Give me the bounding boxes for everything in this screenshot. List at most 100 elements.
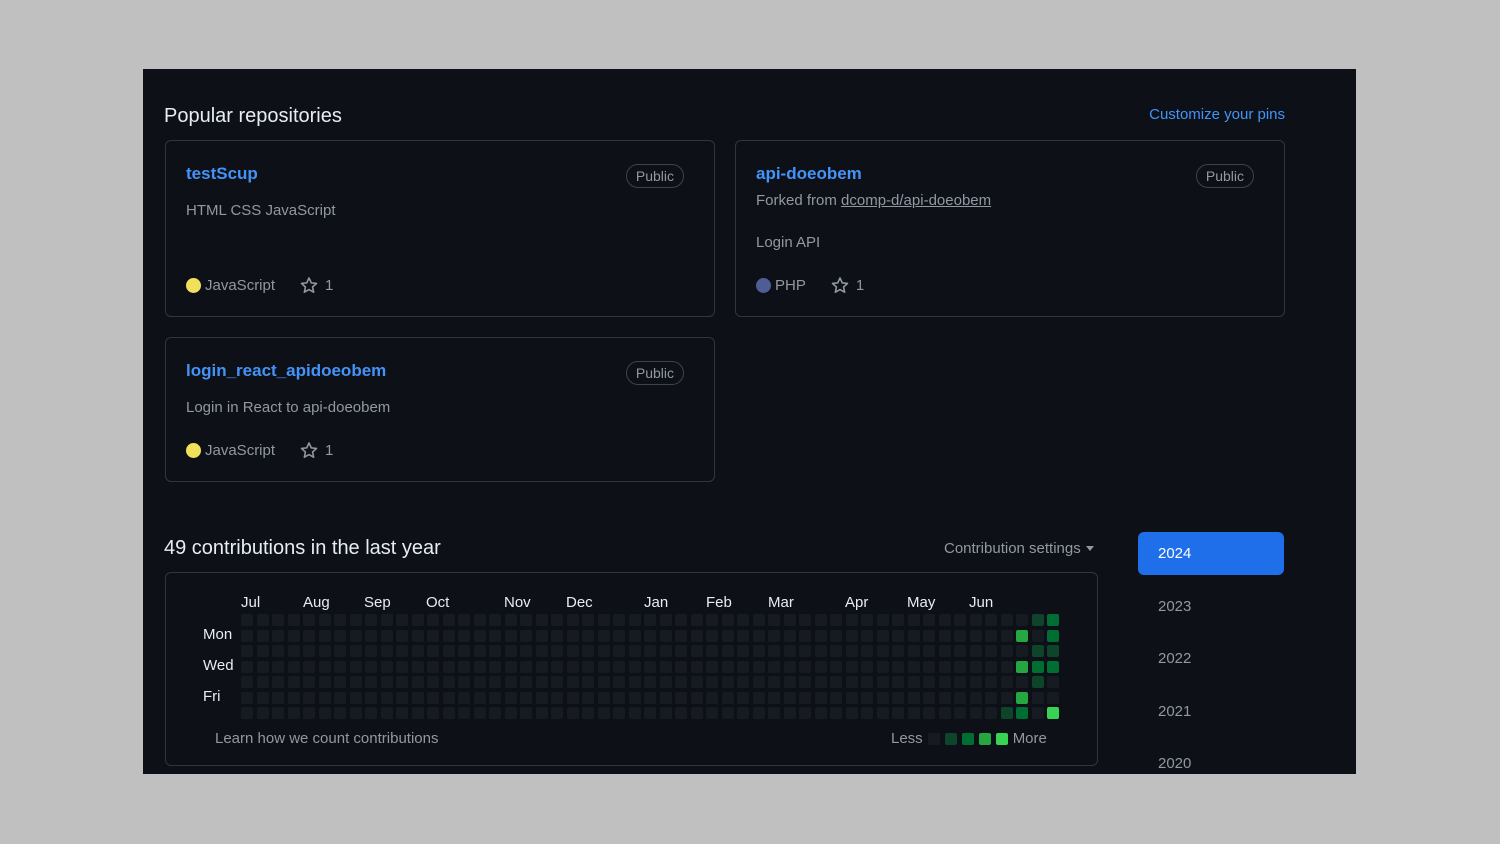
contribution-day[interactable] <box>830 660 842 673</box>
contribution-day[interactable] <box>272 676 284 688</box>
contribution-day[interactable] <box>644 691 656 704</box>
contribution-day[interactable] <box>675 614 687 626</box>
contribution-day[interactable] <box>582 645 594 657</box>
contribution-day[interactable] <box>845 645 858 657</box>
contribution-day[interactable] <box>644 614 656 626</box>
contribution-day[interactable] <box>752 645 765 657</box>
contribution-day[interactable] <box>380 645 393 657</box>
contribution-day[interactable] <box>659 707 672 719</box>
customize-pins-link[interactable]: Customize your pins <box>1149 106 1285 123</box>
contribution-day[interactable] <box>1016 614 1028 626</box>
contribution-day[interactable] <box>845 660 858 673</box>
contribution-day[interactable] <box>303 691 315 704</box>
contribution-day[interactable] <box>954 676 966 688</box>
contribution-day[interactable] <box>504 614 517 626</box>
contribution-day[interactable] <box>768 707 780 719</box>
contribution-day[interactable] <box>504 660 517 673</box>
contribution-day[interactable] <box>535 676 548 688</box>
contribution-day[interactable] <box>659 676 672 688</box>
contribution-day[interactable] <box>1000 691 1013 704</box>
contribution-day[interactable] <box>799 660 811 673</box>
contribution-day[interactable] <box>907 691 920 704</box>
contribution-day[interactable] <box>938 614 951 626</box>
contribution-day[interactable] <box>349 645 362 657</box>
contribution-day[interactable] <box>442 660 455 673</box>
contribution-day[interactable] <box>287 645 300 657</box>
contribution-day[interactable] <box>628 629 641 642</box>
contribution-day[interactable] <box>256 645 269 657</box>
contribution-day[interactable] <box>644 707 656 719</box>
contribution-day[interactable] <box>365 629 377 642</box>
contribution-day[interactable] <box>535 660 548 673</box>
contribution-day[interactable] <box>334 691 346 704</box>
learn-contributions-link[interactable]: Learn how we count contributions <box>215 730 439 747</box>
contribution-day[interactable] <box>287 614 300 626</box>
contribution-day[interactable] <box>489 629 501 642</box>
contribution-day[interactable] <box>628 691 641 704</box>
contribution-day[interactable] <box>1047 614 1059 626</box>
contribution-day[interactable] <box>752 660 765 673</box>
contribution-day[interactable] <box>551 645 563 657</box>
contribution-day[interactable] <box>582 707 594 719</box>
contribution-day[interactable] <box>954 645 966 657</box>
contribution-day[interactable] <box>551 660 563 673</box>
contribution-day[interactable] <box>597 645 610 657</box>
contribution-day[interactable] <box>969 660 982 673</box>
contribution-day[interactable] <box>318 629 331 642</box>
contribution-day[interactable] <box>892 691 904 704</box>
contribution-day[interactable] <box>489 660 501 673</box>
contribution-day[interactable] <box>597 660 610 673</box>
contribution-day[interactable] <box>907 629 920 642</box>
contribution-day[interactable] <box>1047 660 1059 673</box>
contribution-day[interactable] <box>272 645 284 657</box>
contribution-day[interactable] <box>597 707 610 719</box>
contribution-day[interactable] <box>427 660 439 673</box>
contribution-day[interactable] <box>535 645 548 657</box>
contribution-day[interactable] <box>489 614 501 626</box>
contribution-day[interactable] <box>814 614 827 626</box>
contribution-day[interactable] <box>938 707 951 719</box>
contribution-day[interactable] <box>706 660 718 673</box>
contribution-day[interactable] <box>1000 645 1013 657</box>
contribution-day[interactable] <box>985 691 997 704</box>
contribution-day[interactable] <box>551 676 563 688</box>
contribution-day[interactable] <box>675 629 687 642</box>
contribution-day[interactable] <box>458 676 470 688</box>
contribution-day[interactable] <box>458 691 470 704</box>
contribution-day[interactable] <box>566 676 579 688</box>
contribution-day[interactable] <box>458 645 470 657</box>
contribution-day[interactable] <box>907 660 920 673</box>
contribution-day[interactable] <box>582 691 594 704</box>
contribution-day[interactable] <box>706 707 718 719</box>
contribution-day[interactable] <box>985 660 997 673</box>
contribution-day[interactable] <box>458 614 470 626</box>
contribution-day[interactable] <box>458 629 470 642</box>
contribution-day[interactable] <box>814 629 827 642</box>
contribution-day[interactable] <box>752 629 765 642</box>
contribution-day[interactable] <box>396 676 408 688</box>
contribution-day[interactable] <box>241 629 253 642</box>
contribution-day[interactable] <box>783 629 796 642</box>
contribution-day[interactable] <box>799 707 811 719</box>
contribution-day[interactable] <box>582 676 594 688</box>
contribution-day[interactable] <box>845 629 858 642</box>
contribution-day[interactable] <box>861 614 873 626</box>
contribution-day[interactable] <box>349 614 362 626</box>
contribution-day[interactable] <box>768 660 780 673</box>
stargazers-link[interactable]: 1 <box>830 276 864 295</box>
contribution-day[interactable] <box>504 645 517 657</box>
contribution-day[interactable] <box>504 629 517 642</box>
contribution-day[interactable] <box>876 691 889 704</box>
contribution-day[interactable] <box>411 691 424 704</box>
contribution-day[interactable] <box>349 707 362 719</box>
contribution-day[interactable] <box>582 629 594 642</box>
contribution-day[interactable] <box>396 707 408 719</box>
contribution-day[interactable] <box>566 707 579 719</box>
contribution-day[interactable] <box>458 660 470 673</box>
contribution-day[interactable] <box>303 645 315 657</box>
contribution-day[interactable] <box>923 707 935 719</box>
contribution-day[interactable] <box>1047 676 1059 688</box>
contribution-day[interactable] <box>876 629 889 642</box>
contribution-day[interactable] <box>628 707 641 719</box>
contribution-day[interactable] <box>473 629 486 642</box>
